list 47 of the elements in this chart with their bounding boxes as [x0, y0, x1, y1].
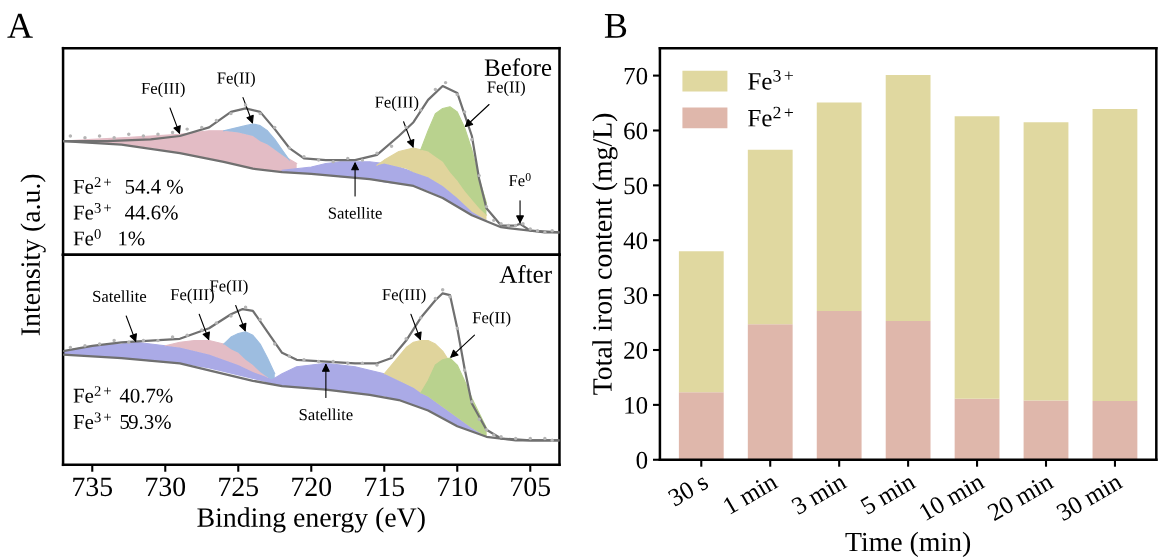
- x-tick-label: 10 min: [918, 472, 986, 521]
- annotation: Fe$^{3+}$ 59.3%: [73, 412, 171, 430]
- y-tick-label: 60: [624, 122, 648, 140]
- chart-title: B: [604, 14, 627, 38]
- annotation: Fe$^{0}$: [508, 172, 531, 187]
- y-tick-label: 50: [624, 177, 648, 195]
- y-tick-label: 40: [623, 232, 648, 250]
- annotation: Fe(III): [141, 82, 185, 98]
- annotation: Fe$^{3+}$ 44.6%: [73, 203, 178, 220]
- x-axis-title: Time (min): [845, 531, 971, 558]
- y-tick-label: 30: [624, 287, 648, 305]
- y-tick-label: 0: [636, 451, 648, 469]
- annotation: Fe(II): [472, 311, 511, 327]
- x-tick-label: 5 min: [859, 472, 917, 515]
- chart-title: A: [7, 13, 33, 38]
- legend-label: Fe$^{3+}$: [748, 69, 793, 90]
- annotation: Fe$^{2+}$ 54.4 %: [73, 177, 183, 194]
- x-tick-label: 720: [292, 477, 332, 497]
- text: Fe$^{0}$ 1%: [73, 228, 145, 246]
- y-tick-label: 20: [624, 342, 648, 359]
- x-tick-label: 725: [219, 477, 259, 497]
- y-tick-label: 10: [625, 396, 648, 414]
- x-tick-label: 730: [146, 477, 186, 497]
- chart-subtitle: After: [499, 265, 552, 283]
- annotation: Fe(III): [382, 288, 426, 304]
- x-tick-label: 30 s: [667, 472, 710, 507]
- x-axis-title: Binding energy (eV): [197, 507, 425, 533]
- x-tick-label: 30 min: [1055, 472, 1124, 522]
- legend-label: Fe$^{2+}$: [748, 106, 793, 127]
- chart-subtitle: Before: [484, 58, 552, 77]
- x-tick-label: 1 min: [722, 472, 779, 515]
- x-tick-label: 735: [73, 477, 113, 497]
- annotation: Fe(III): [375, 96, 419, 112]
- y-tick-label: 70: [624, 67, 648, 85]
- annotation: Fe(II): [217, 71, 255, 88]
- annotation: Fe$^{2+}$ 40.7%: [73, 386, 173, 403]
- x-tick-label: 20 min: [986, 472, 1055, 522]
- annotation: Satellite: [299, 408, 353, 421]
- annotation: Satellite: [328, 207, 382, 219]
- x-tick-label: 715: [365, 477, 405, 497]
- x-tick-label: 710: [438, 477, 478, 497]
- y-axis-title: Intensity (a.u.): [20, 174, 46, 336]
- y-axis-title: Total iron content (mg/L): [592, 113, 618, 395]
- annotation: Fe(II): [487, 80, 525, 97]
- annotation: Satellite: [93, 290, 147, 303]
- x-tick-label: 3 min: [790, 472, 848, 516]
- x-tick-label: 705: [511, 477, 551, 497]
